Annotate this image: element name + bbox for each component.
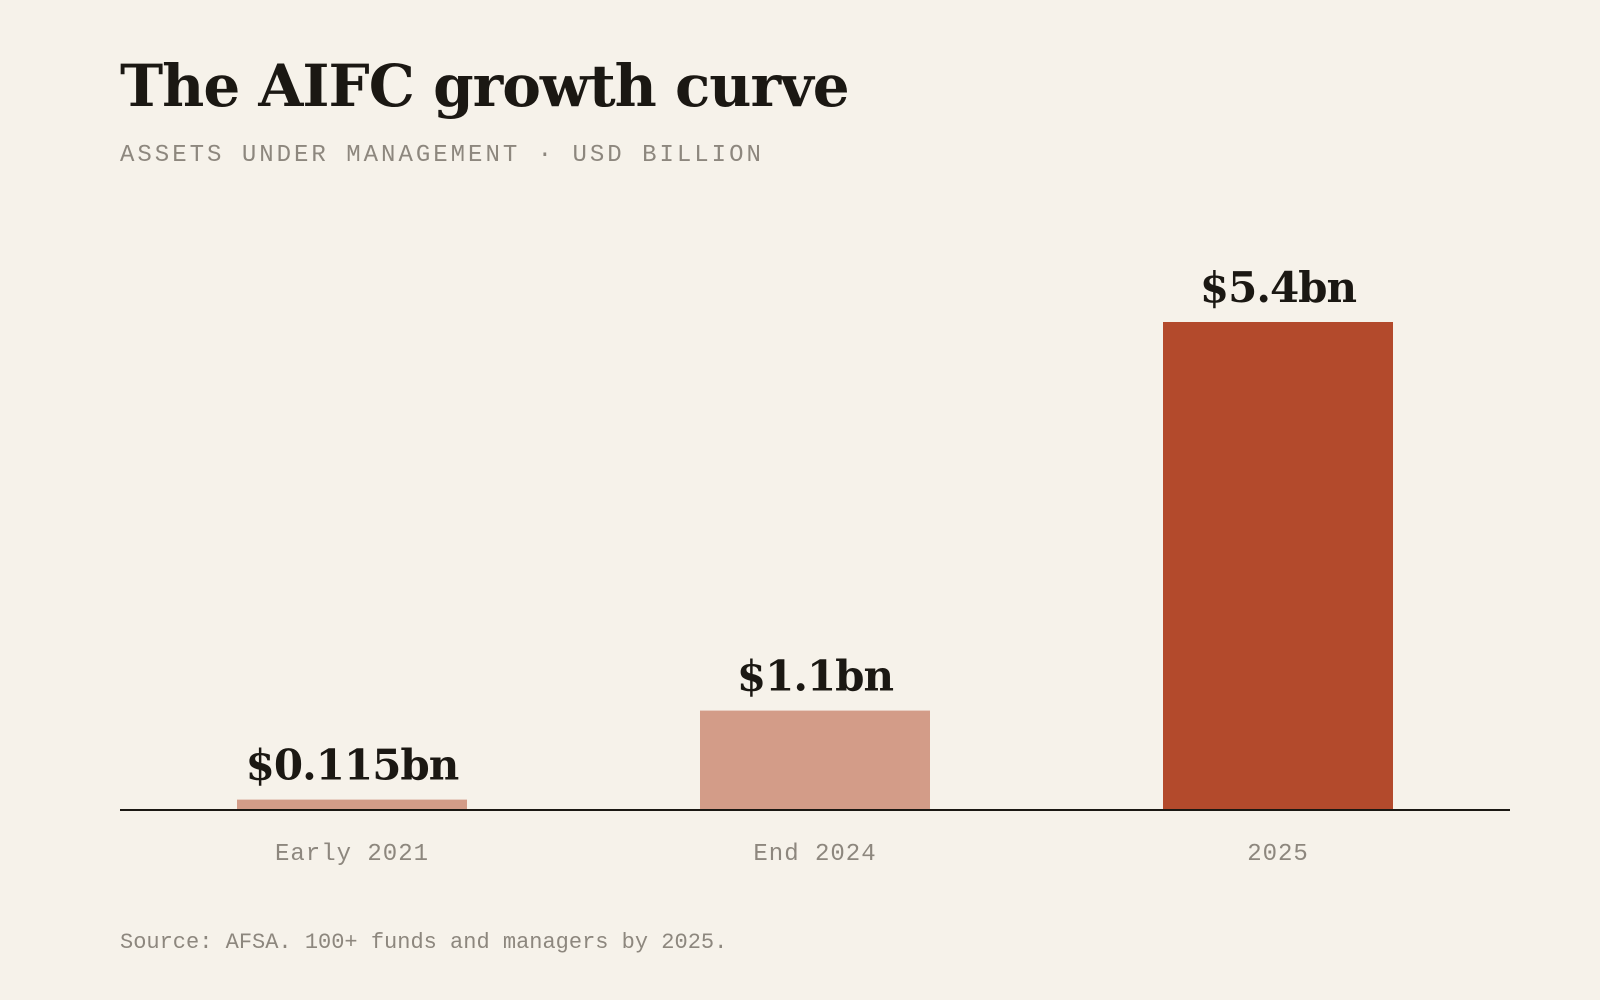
category-labels-group: Early 2021 End 2024 2025 — [275, 841, 1309, 868]
category-label-2: 2025 — [1247, 841, 1309, 868]
value-label-0: $0.115bn — [246, 741, 459, 790]
value-labels-group: $0.115bn $1.1bn $5.4bn — [246, 263, 1358, 790]
value-label-2: $5.4bn — [1200, 263, 1357, 312]
source-note: Source: AFSA. 100+ funds and managers by… — [120, 930, 728, 955]
bar-2 — [1163, 322, 1393, 810]
bar-0 — [237, 799, 467, 810]
bar-1 — [700, 710, 930, 810]
chart-subtitle: ASSETS UNDER MANAGEMENT · USD BILLION — [120, 142, 764, 169]
chart-title: The AIFC growth curve — [120, 52, 850, 120]
bars-group — [237, 322, 1393, 810]
category-label-1: End 2024 — [753, 841, 876, 868]
category-label-0: Early 2021 — [275, 841, 429, 868]
value-label-1: $1.1bn — [737, 652, 894, 701]
